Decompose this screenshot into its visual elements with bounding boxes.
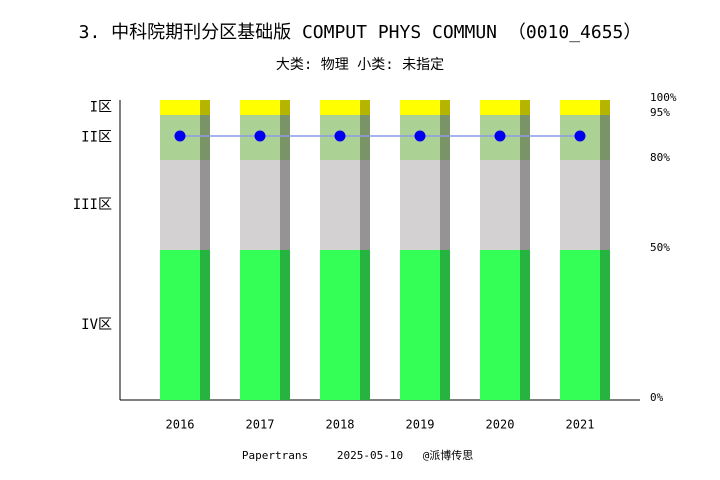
x-tick-label: 2020: [486, 418, 515, 432]
bar-shade: [200, 115, 210, 160]
bar: [160, 100, 200, 115]
bar-segment: [320, 160, 370, 250]
bar-shade: [600, 115, 610, 160]
bar-shade: [600, 100, 610, 115]
bar: [160, 250, 200, 400]
bar-segment: [160, 250, 210, 400]
bar-shade: [440, 160, 450, 250]
footer-text: Papertrans: [242, 449, 308, 462]
bar-segment: [400, 250, 450, 400]
bar-segment: [240, 160, 290, 250]
bar: [480, 100, 520, 115]
line-point: [174, 130, 186, 142]
bar: [400, 250, 440, 400]
line-point: [334, 130, 346, 142]
x-tick-label: 2016: [166, 418, 195, 432]
bar-segment: [400, 160, 450, 250]
bar: [480, 250, 520, 400]
bar-shade: [440, 250, 450, 400]
bar-segment: [480, 160, 530, 250]
bar: [240, 160, 280, 250]
footer-text: 2025-05-10: [337, 449, 403, 462]
bar: [320, 160, 360, 250]
bar-segment: [480, 250, 530, 400]
bar: [320, 100, 360, 115]
bar-shade: [360, 250, 370, 400]
bar-shade: [280, 100, 290, 115]
series-label: II区: [81, 130, 112, 146]
bar-shade: [440, 115, 450, 160]
bar-shade: [520, 100, 530, 115]
bar-segment: [240, 100, 290, 115]
series-label: III区: [73, 197, 112, 213]
bar-shade: [360, 100, 370, 115]
bar-segment: [400, 100, 450, 115]
bar-segment: [560, 250, 610, 400]
bar: [400, 100, 440, 115]
y2-tick-label: 95%: [650, 106, 670, 119]
bar-shade: [520, 160, 530, 250]
line-point: [414, 130, 426, 142]
bar-segment: [480, 100, 530, 115]
bar-shade: [280, 160, 290, 250]
bar: [240, 250, 280, 400]
bar-segment: [160, 100, 210, 115]
bar: [560, 160, 600, 250]
bar: [560, 100, 600, 115]
bar-shade: [440, 100, 450, 115]
x-tick-label: 2018: [326, 418, 355, 432]
y2-tick-label: 0%: [650, 391, 664, 404]
bar: [240, 100, 280, 115]
bar-segment: [240, 250, 290, 400]
x-tick-label: 2017: [246, 418, 275, 432]
series-label: I区: [90, 100, 112, 116]
bar-shade: [600, 160, 610, 250]
bar: [560, 250, 600, 400]
bar-shade: [280, 115, 290, 160]
bar-segment: [560, 160, 610, 250]
bar-shade: [200, 100, 210, 115]
bar-shade: [280, 250, 290, 400]
chart-title: 3. 中科院期刊分区基础版 COMPUT PHYS COMMUN （0010_4…: [79, 22, 642, 43]
bar-segment: [160, 160, 210, 250]
series-label: IV区: [81, 317, 112, 333]
chart-subtitle: 大类: 物理 小类: 未指定: [276, 57, 444, 73]
bar-segment: [560, 100, 610, 115]
y2-tick-label: 50%: [650, 241, 670, 254]
bar: [160, 160, 200, 250]
x-tick-label: 2021: [566, 418, 595, 432]
bar-shade: [520, 250, 530, 400]
bar-shade: [520, 115, 530, 160]
bar-shade: [360, 115, 370, 160]
line-point: [574, 130, 586, 142]
bar-shade: [200, 250, 210, 400]
bar-shade: [200, 160, 210, 250]
line-point: [254, 130, 266, 142]
bar-shade: [600, 250, 610, 400]
bar: [400, 160, 440, 250]
y2-tick-label: 100%: [650, 91, 677, 104]
bar: [480, 160, 520, 250]
bar-segment: [320, 100, 370, 115]
x-tick-label: 2019: [406, 418, 435, 432]
line-point: [494, 130, 506, 142]
bar: [320, 250, 360, 400]
y2-tick-label: 80%: [650, 151, 670, 164]
footer-text: @派博传思: [423, 449, 474, 462]
bar-segment: [320, 250, 370, 400]
bar-shade: [360, 160, 370, 250]
